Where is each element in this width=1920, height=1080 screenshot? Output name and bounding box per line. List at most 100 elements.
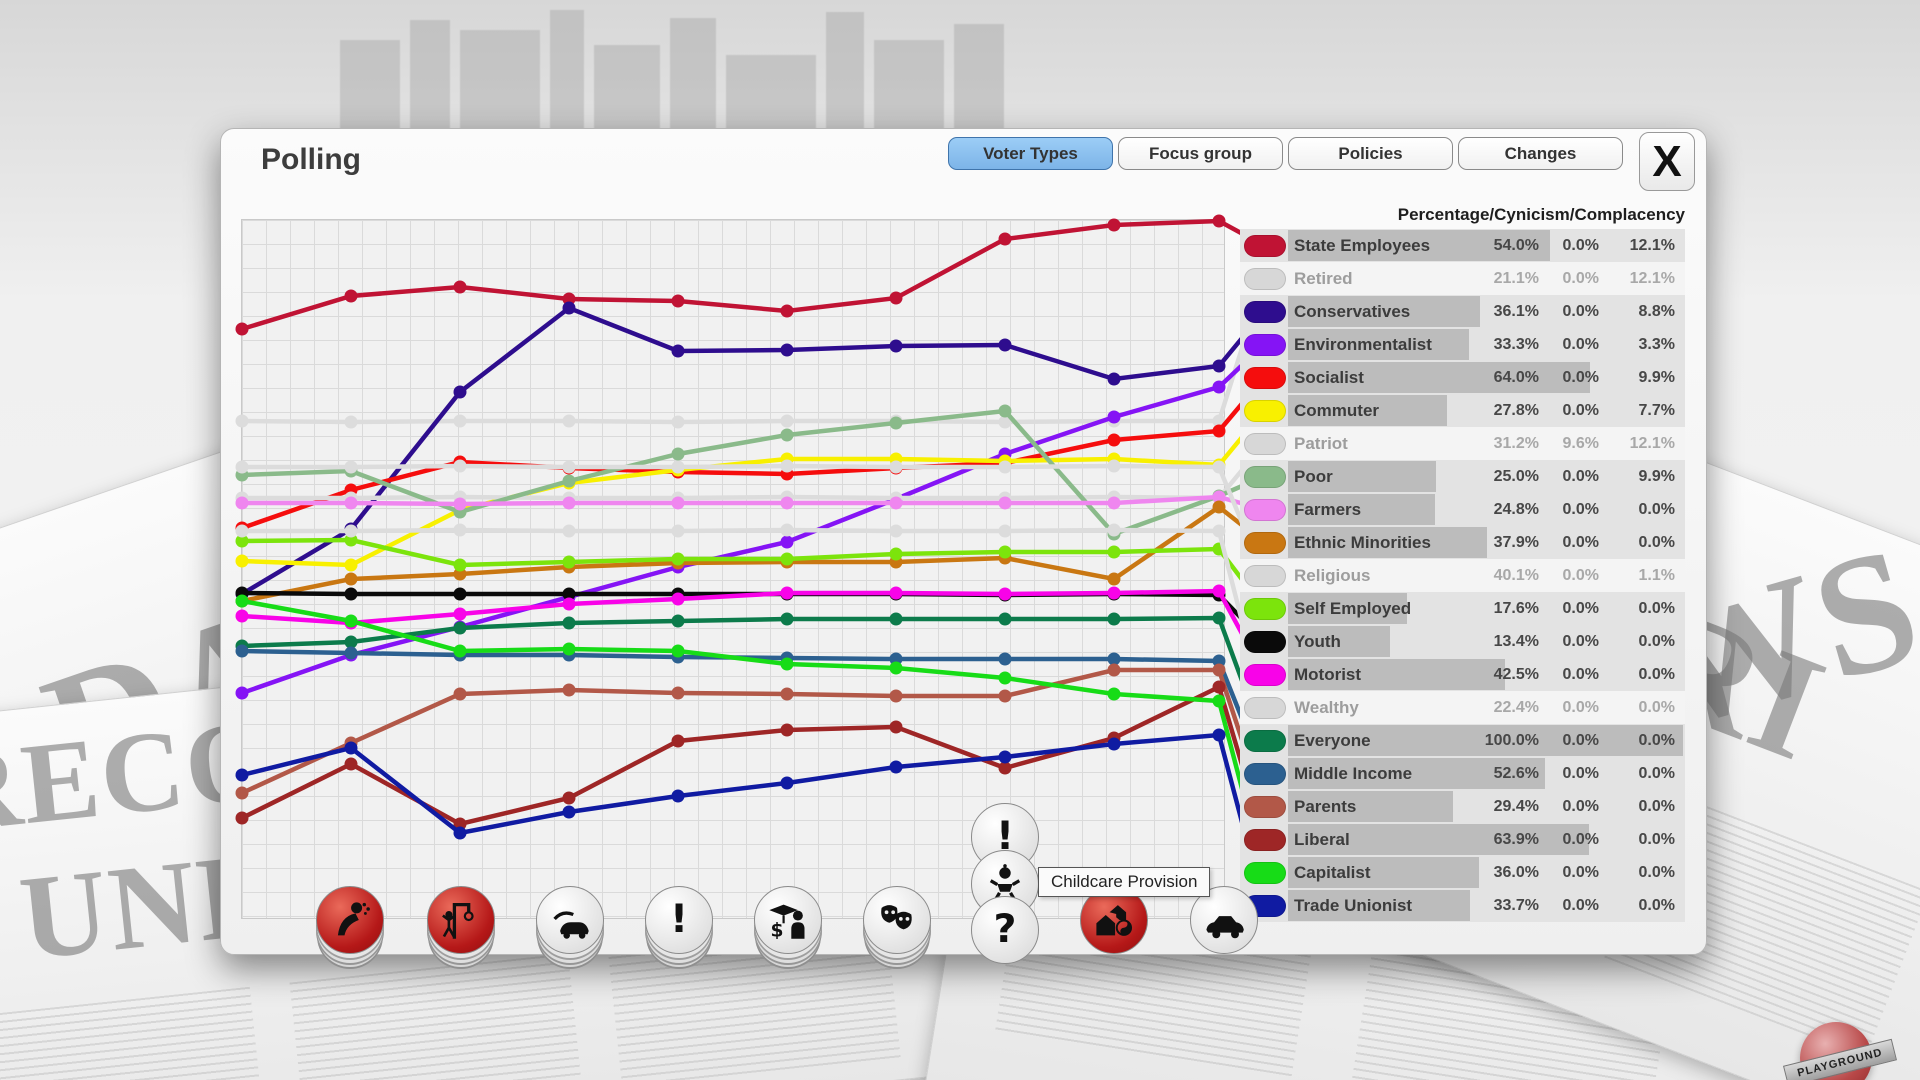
data-point-wealthy xyxy=(562,524,576,538)
question-chip[interactable]: ? xyxy=(971,896,1039,964)
legend-row-middle-income[interactable]: Middle Income 52.6% 0.0% 0.0% xyxy=(1240,757,1685,790)
legend-value: 17.6% xyxy=(1493,599,1539,617)
data-point-self-employed xyxy=(998,545,1012,559)
tab-focus-group[interactable]: Focus group xyxy=(1118,137,1283,170)
legend-color-pill xyxy=(1244,828,1286,851)
data-point-liberal xyxy=(889,720,903,734)
data-point-farmers xyxy=(453,497,467,511)
data-point-youth xyxy=(562,587,576,601)
legend-row-environmentalist[interactable]: Environmentalist 33.3% 0.0% 3.3% xyxy=(1240,328,1685,361)
legend-color-pill xyxy=(1244,498,1286,521)
legend-value: 36.0% xyxy=(1493,863,1539,881)
legend-color-pill xyxy=(1244,432,1286,455)
legend-row-retired[interactable]: Retired 21.1% 0.0% 12.1% xyxy=(1240,262,1685,295)
tab-bar: Voter Types Focus group Policies Changes xyxy=(948,137,1623,170)
close-button[interactable]: X xyxy=(1639,132,1695,191)
sick-person-chip[interactable] xyxy=(316,886,384,954)
page-title: Polling xyxy=(261,143,361,176)
data-point-youth xyxy=(453,587,467,601)
legend-name: Conservatives xyxy=(1294,301,1411,321)
data-point-everyone xyxy=(1107,612,1121,626)
legend-color-pill xyxy=(1244,267,1286,290)
percentage-bar xyxy=(1288,362,1590,393)
data-point-everyone xyxy=(562,616,576,630)
svg-text:?: ? xyxy=(994,908,1017,952)
legend-value: 27.8% xyxy=(1493,401,1539,419)
data-point-motorist xyxy=(1212,584,1226,598)
exclamation-chip[interactable]: ! xyxy=(645,886,713,954)
education-cost-chip[interactable]: $ xyxy=(754,886,822,954)
car-crash-chip[interactable] xyxy=(536,886,604,954)
legend-name: Religious xyxy=(1294,565,1371,585)
data-point-everyone xyxy=(780,612,794,626)
legend-value: 1.1% xyxy=(1638,566,1675,584)
car-chip[interactable] xyxy=(1190,886,1258,954)
data-point-state-employees xyxy=(453,280,467,294)
legend-row-trade-unionist[interactable]: Trade Unionist 33.7% 0.0% 0.0% xyxy=(1240,889,1685,922)
percentage-bar xyxy=(1288,857,1480,888)
legend-name: Parents xyxy=(1294,796,1357,816)
legend-row-ethnic-minorities[interactable]: Ethnic Minorities 37.9% 0.0% 0.0% xyxy=(1240,526,1685,559)
legend-color-pill xyxy=(1244,234,1286,257)
data-point-trade-unionist xyxy=(1212,728,1226,742)
tab-policies[interactable]: Policies xyxy=(1288,137,1453,170)
data-point-wealthy xyxy=(998,524,1012,538)
percentage-bar xyxy=(1288,791,1454,822)
data-point-motorist xyxy=(998,587,1012,601)
percentage-bar xyxy=(1288,527,1487,558)
legend-row-motorist[interactable]: Motorist 42.5% 0.0% 0.0% xyxy=(1240,658,1685,691)
data-point-religious xyxy=(780,459,794,473)
data-point-religious xyxy=(1212,460,1226,474)
theater-masks-chip[interactable] xyxy=(863,886,931,954)
data-point-youth xyxy=(344,587,358,601)
svg-text:!: ! xyxy=(996,815,1014,859)
legend-row-patriot[interactable]: Patriot 31.2% 9.6% 12.1% xyxy=(1240,427,1685,460)
data-point-parents xyxy=(453,687,467,701)
legend-row-parents[interactable]: Parents 29.4% 0.0% 0.0% xyxy=(1240,790,1685,823)
legend-row-youth[interactable]: Youth 13.4% 0.0% 0.0% xyxy=(1240,625,1685,658)
tab-voter-types[interactable]: Voter Types xyxy=(948,137,1113,170)
legend-color-pill xyxy=(1244,630,1286,653)
legend-row-socialist[interactable]: Socialist 64.0% 0.0% 9.9% xyxy=(1240,361,1685,394)
legend-value: 0.0% xyxy=(1562,269,1599,287)
data-point-parents xyxy=(235,786,249,800)
data-point-middle-income xyxy=(998,652,1012,666)
legend-row-liberal[interactable]: Liberal 63.9% 0.0% 0.0% xyxy=(1240,823,1685,856)
data-point-capitalist xyxy=(1107,687,1121,701)
percentage-bar xyxy=(1288,659,1505,690)
data-point-religious xyxy=(1107,459,1121,473)
gallows-chip[interactable] xyxy=(427,886,495,954)
data-point-state-employees xyxy=(1107,218,1121,232)
legend-value: 31.2% xyxy=(1493,434,1539,452)
legend-name: Socialist xyxy=(1294,367,1364,387)
data-point-liberal xyxy=(235,811,249,825)
legend-row-farmers[interactable]: Farmers 24.8% 0.0% 0.0% xyxy=(1240,493,1685,526)
data-point-religious xyxy=(344,460,358,474)
legend-value: 0.0% xyxy=(1562,566,1599,584)
legend-row-religious[interactable]: Religious 40.1% 0.0% 1.1% xyxy=(1240,559,1685,592)
data-point-capitalist xyxy=(453,644,467,658)
legend-value: 0.0% xyxy=(1562,467,1599,485)
legend-row-commuter[interactable]: Commuter 27.8% 0.0% 7.7% xyxy=(1240,394,1685,427)
legend-row-state-employees[interactable]: State Employees 54.0% 0.0% 12.1% xyxy=(1240,229,1685,262)
data-point-trade-unionist xyxy=(889,760,903,774)
legend-name: Trade Unionist xyxy=(1294,895,1413,915)
legend-value: 0.0% xyxy=(1638,632,1675,650)
data-point-motorist xyxy=(780,586,794,600)
legend-row-conservatives[interactable]: Conservatives 36.1% 0.0% 8.8% xyxy=(1240,295,1685,328)
data-point-middle-income xyxy=(344,646,358,660)
legend-row-everyone[interactable]: Everyone 100.0% 0.0% 0.0% xyxy=(1240,724,1685,757)
legend-row-wealthy[interactable]: Wealthy 22.4% 0.0% 0.0% xyxy=(1240,691,1685,724)
legend-row-capitalist[interactable]: Capitalist 36.0% 0.0% 0.0% xyxy=(1240,856,1685,889)
housing-chip[interactable] xyxy=(1080,886,1148,954)
data-point-poor xyxy=(889,416,903,430)
data-point-self-employed xyxy=(344,533,358,547)
voter-type-legend: State Employees 54.0% 0.0% 12.1% Retired 21.1… xyxy=(1240,229,1685,922)
tab-changes[interactable]: Changes xyxy=(1458,137,1623,170)
data-point-state-employees xyxy=(671,294,685,308)
legend-row-poor[interactable]: Poor 25.0% 0.0% 9.9% xyxy=(1240,460,1685,493)
legend-value: 36.1% xyxy=(1493,302,1539,320)
tooltip: Childcare Provision xyxy=(1038,867,1211,897)
legend-row-self-employed[interactable]: Self Employed 17.6% 0.0% 0.0% xyxy=(1240,592,1685,625)
data-point-religious xyxy=(671,460,685,474)
